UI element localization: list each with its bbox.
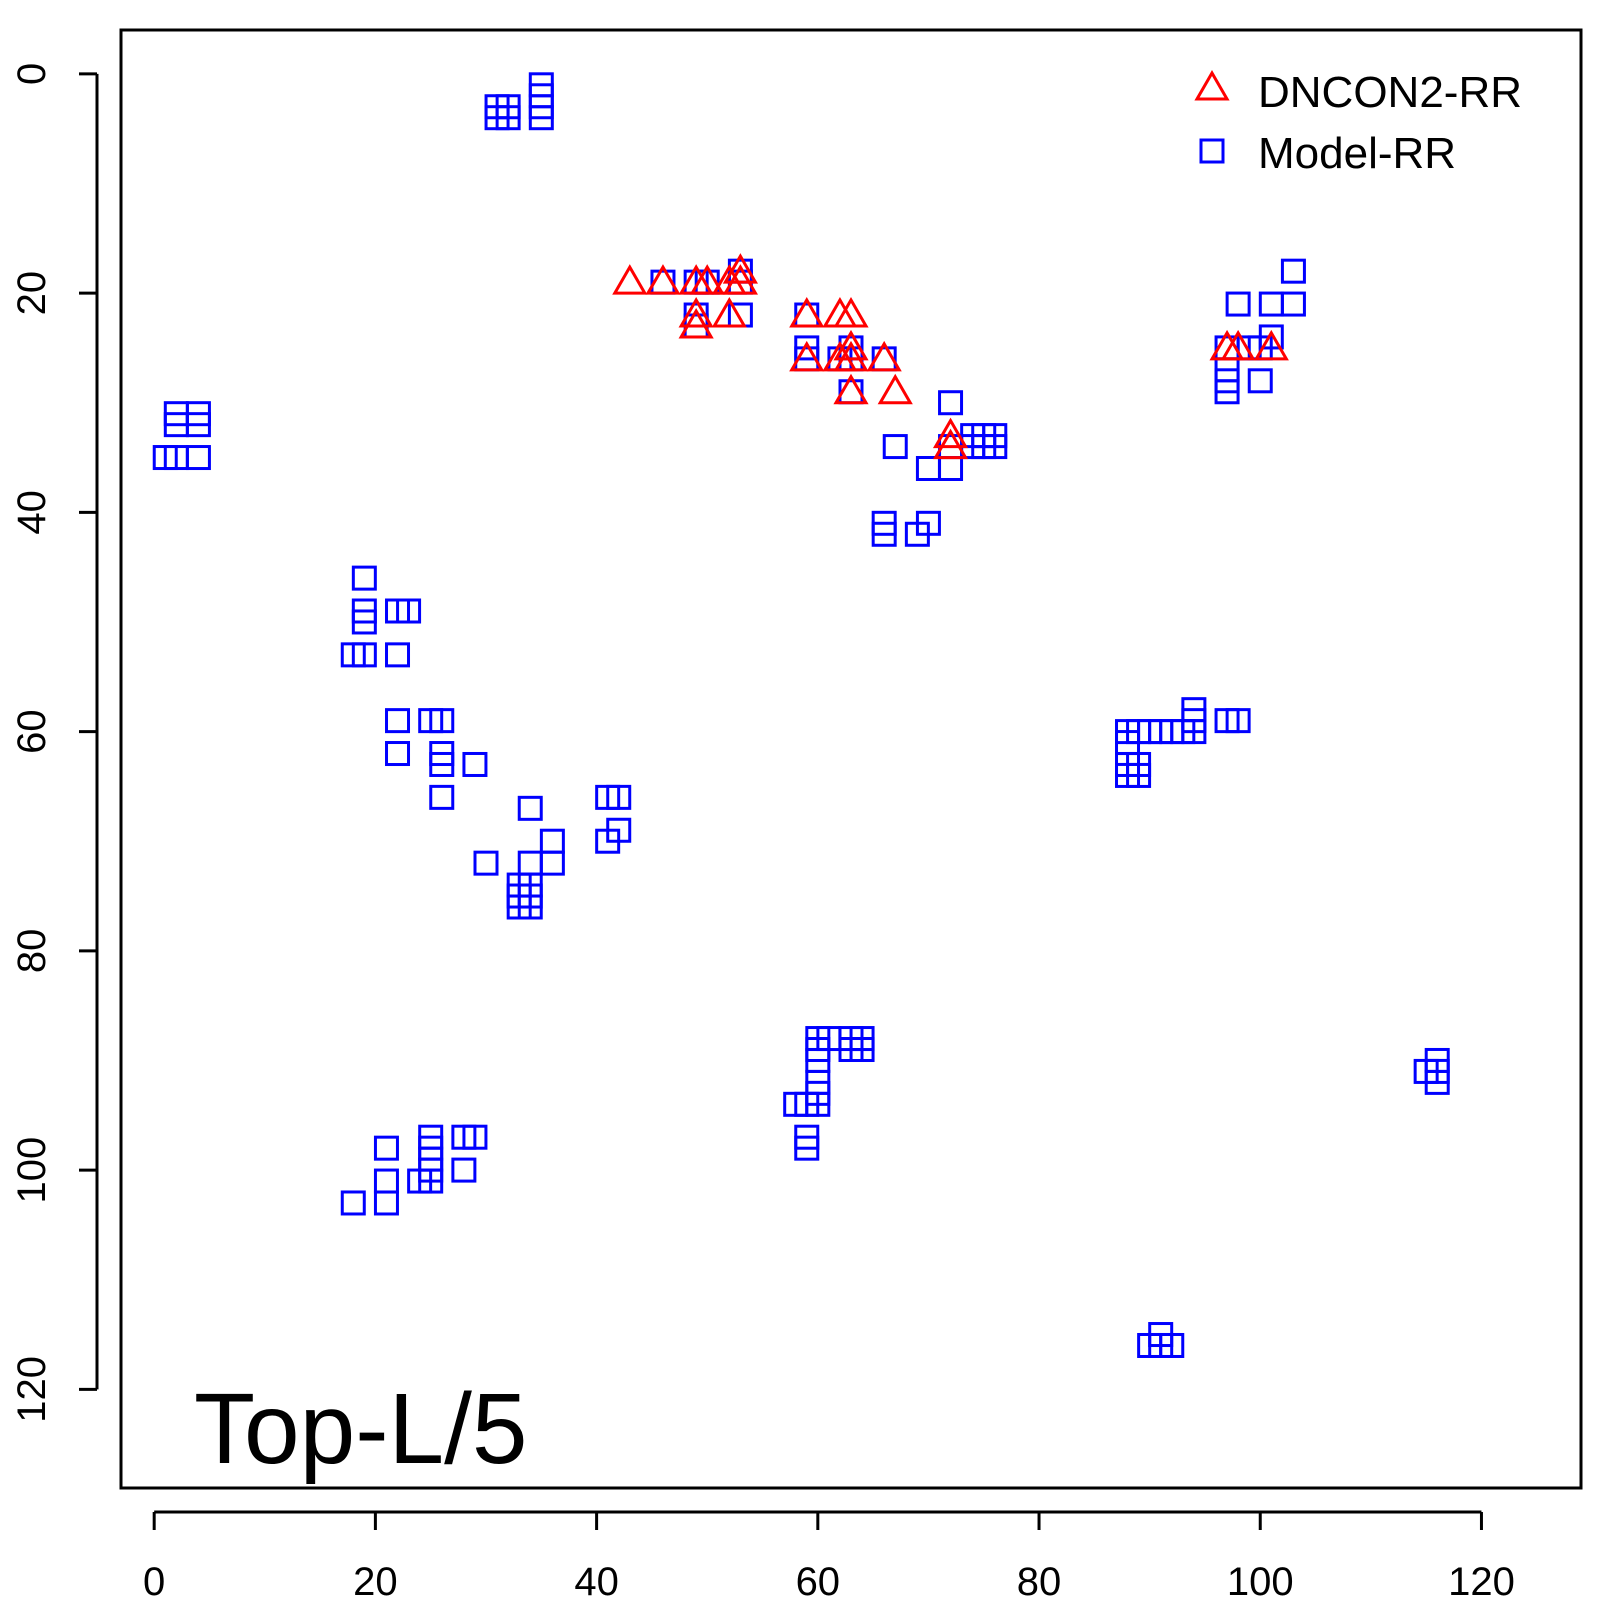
dncon2-rr-point bbox=[722, 253, 758, 284]
model-rr-point bbox=[418, 1168, 444, 1194]
model-rr-point bbox=[1258, 324, 1284, 350]
dncon2-rr-point bbox=[932, 428, 969, 460]
dncon2-rr-point bbox=[1220, 329, 1256, 361]
model-rr-point bbox=[794, 1135, 820, 1161]
model-rr-point bbox=[1247, 368, 1273, 394]
model-rr-point bbox=[606, 784, 632, 810]
model-rr-point bbox=[340, 1190, 366, 1216]
model-rr-point bbox=[429, 708, 455, 734]
x-tick-label: 120 bbox=[1448, 1560, 1515, 1600]
model-rr-point bbox=[373, 1190, 399, 1216]
model-rr-point bbox=[429, 751, 455, 777]
legend-triangle-marker bbox=[1194, 69, 1230, 101]
dncon2-rr-point bbox=[678, 297, 714, 328]
dncon2-rr-point bbox=[645, 264, 681, 295]
model-rr-point bbox=[429, 784, 455, 810]
model-rr-point bbox=[871, 521, 897, 547]
model-rr-point bbox=[385, 708, 411, 734]
legend-label-model-rr: Model-RR bbox=[1258, 129, 1456, 178]
model-rr-point bbox=[396, 598, 422, 624]
model-rr-point bbox=[1225, 708, 1251, 734]
model-rr-point bbox=[517, 894, 543, 920]
dncon2-rr-point bbox=[789, 297, 825, 328]
dncon2-rr-point bbox=[722, 264, 758, 295]
legend-square-marker bbox=[1199, 138, 1225, 164]
y-tick-label: 0 bbox=[10, 63, 54, 85]
model-rr-point bbox=[794, 1091, 820, 1117]
model-rr-point bbox=[373, 1135, 399, 1161]
plot-frame bbox=[119, 28, 1583, 1490]
legend: DNCON2-RR Model-RR bbox=[1194, 68, 1522, 178]
model-rr-point bbox=[1181, 708, 1207, 734]
model-rr-point bbox=[915, 455, 941, 481]
model-rr-point bbox=[462, 1124, 488, 1150]
y-axis: 0 20 40 60 80 100 120 bbox=[10, 63, 99, 1423]
dncon2-rr-point bbox=[833, 297, 869, 328]
model-rr-point bbox=[539, 828, 565, 854]
model-rr-point bbox=[385, 642, 411, 668]
dncon2-rr-point bbox=[833, 329, 869, 361]
dncon2-rr-point bbox=[833, 340, 869, 372]
model-rr-point bbox=[517, 795, 543, 821]
model-rr-point bbox=[982, 434, 1008, 460]
dncon2-rr-point bbox=[612, 264, 648, 295]
model-rr-point bbox=[882, 434, 908, 460]
dncon2-rr-point bbox=[789, 340, 825, 372]
dncon2-rr-point bbox=[1253, 329, 1289, 361]
model-rr-point bbox=[373, 1168, 399, 1194]
model-rr-point bbox=[1126, 762, 1152, 788]
dncon2-rr-series bbox=[612, 253, 1289, 460]
model-rr-point bbox=[1225, 291, 1251, 317]
x-tick-label: 80 bbox=[1017, 1560, 1062, 1600]
model-rr-point bbox=[351, 642, 377, 668]
model-rr-point bbox=[451, 1157, 477, 1183]
dncon2-rr-point bbox=[833, 373, 869, 405]
model-rr-point bbox=[1214, 379, 1240, 405]
dncon2-rr-point bbox=[678, 307, 714, 339]
model-rr-point bbox=[473, 850, 499, 876]
dncon2-rr-point bbox=[932, 417, 969, 449]
panel-annotation: Top-L/5 bbox=[194, 1373, 528, 1485]
model-rr-point bbox=[528, 105, 554, 131]
y-tick-label: 100 bbox=[10, 1137, 54, 1204]
x-tick-label: 100 bbox=[1227, 1560, 1294, 1600]
dncon2-rr-point bbox=[866, 340, 902, 372]
legend-label-dncon2-rr: DNCON2-RR bbox=[1258, 68, 1522, 117]
model-rr-point bbox=[517, 850, 543, 876]
x-axis: 0 20 40 60 80 100 120 bbox=[143, 1510, 1515, 1600]
x-tick-label: 0 bbox=[143, 1560, 165, 1600]
x-tick-label: 60 bbox=[796, 1560, 841, 1600]
model-rr-point bbox=[1280, 258, 1306, 284]
model-rr-point bbox=[1424, 1069, 1450, 1095]
dncon2-rr-point bbox=[711, 297, 747, 328]
model-rr-point bbox=[938, 455, 964, 481]
dncon2-rr-point bbox=[877, 373, 913, 405]
model-rr-point bbox=[1159, 1332, 1185, 1358]
y-tick-label: 40 bbox=[10, 490, 54, 535]
model-rr-point bbox=[351, 565, 377, 591]
model-rr-point bbox=[915, 510, 941, 536]
y-tick-label: 20 bbox=[10, 271, 54, 316]
model-rr-point bbox=[351, 609, 377, 635]
model-rr-point bbox=[606, 817, 632, 843]
x-tick-label: 40 bbox=[574, 1560, 619, 1600]
model-rr-point bbox=[1258, 291, 1284, 317]
model-rr-point bbox=[385, 741, 411, 767]
model-rr-point bbox=[185, 445, 211, 471]
y-tick-label: 60 bbox=[10, 709, 54, 754]
model-rr-point bbox=[462, 751, 488, 777]
model-rr-point bbox=[185, 412, 211, 438]
y-tick-label: 120 bbox=[10, 1356, 54, 1423]
y-tick-label: 80 bbox=[10, 929, 54, 974]
model-rr-point bbox=[495, 105, 521, 131]
model-rr-point bbox=[938, 390, 964, 416]
model-rr-series bbox=[152, 72, 1450, 1358]
dncon2-rr-point bbox=[689, 264, 725, 295]
x-tick-label: 20 bbox=[353, 1560, 398, 1600]
model-rr-point bbox=[539, 850, 565, 876]
model-rr-point bbox=[1280, 291, 1306, 317]
model-rr-point bbox=[849, 1037, 875, 1063]
